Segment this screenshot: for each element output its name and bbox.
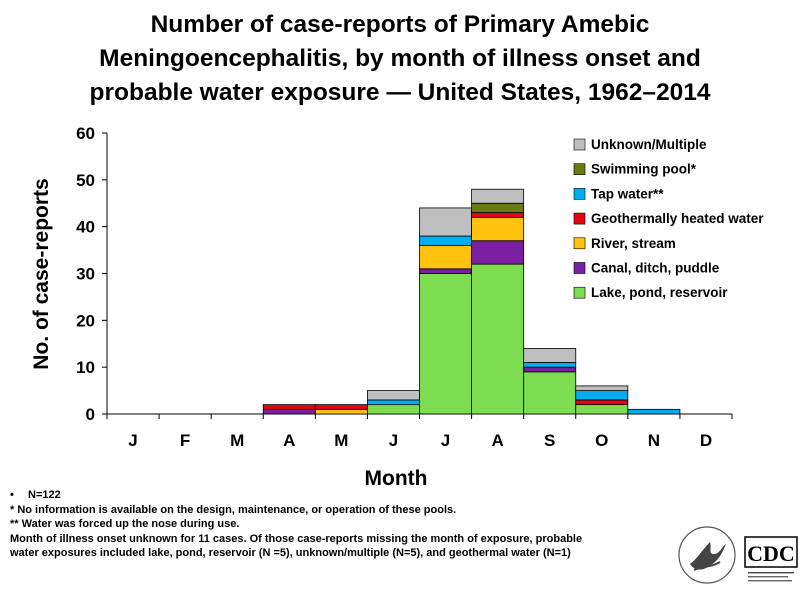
legend-label: Geothermally heated water: [591, 211, 764, 226]
title-line-1: Number of case-reports of Primary Amebic: [150, 11, 650, 38]
bar-segment: [471, 188, 525, 204]
legend-swatch: [573, 237, 586, 250]
x-tick-label: A: [283, 431, 295, 450]
bar-segment: [523, 366, 577, 373]
bar-segment: [314, 408, 368, 415]
x-tick-label: J: [441, 431, 450, 450]
legend-swatch: [573, 188, 586, 200]
y-tick-label: 40: [76, 218, 95, 237]
bar-segment: [471, 212, 525, 218]
x-tick-label: A: [491, 431, 503, 450]
onset-note-line-1: Month of illness onset unknown for 11 ca…: [10, 532, 583, 545]
bar-segment: [575, 404, 629, 415]
legend-label: Tap water**: [591, 186, 664, 201]
bar-segment: [575, 385, 629, 391]
legend-label: Unknown/Multiple: [591, 137, 707, 152]
bar-segment: [262, 404, 316, 410]
total-n-note: N=122: [28, 489, 61, 501]
bars-group: [262, 188, 681, 415]
legend-swatch: [573, 262, 586, 274]
svg-text:CDC: CDC: [747, 541, 795, 566]
y-tick-label: 10: [76, 358, 95, 377]
bar-segment: [523, 348, 577, 363]
onset-note-line-2: water exposures included lake, pond, res…: [10, 547, 571, 560]
x-tick-label: M: [334, 431, 348, 450]
x-tick-label: N: [648, 431, 660, 450]
axes: 0 10 20 30 40 50 60 J F M A M J J A S O N D: [76, 124, 733, 450]
x-tick-label: D: [700, 431, 712, 450]
y-tick-label: 50: [76, 171, 95, 190]
y-tick-label: 60: [76, 124, 95, 143]
bar-segment: [471, 216, 525, 242]
x-tick-label: M: [230, 431, 244, 450]
tap-footnote: ** Water was forced up the nose during u…: [10, 518, 240, 531]
bar-segment: [575, 390, 629, 401]
legend-label: Canal, ditch, puddle: [591, 261, 720, 276]
bar-segment: [575, 399, 629, 406]
bar-segment: [367, 404, 420, 415]
bar-segment: [419, 268, 472, 274]
bar-segment: [419, 244, 472, 270]
cdc-logo: CDC: [744, 536, 798, 582]
bar-segment: [419, 235, 472, 246]
bar-segment: [262, 408, 316, 415]
bar-segment: [627, 408, 681, 415]
bar-segment: [471, 263, 525, 415]
legend-swatch: [573, 212, 586, 225]
y-tick-label: 20: [76, 311, 95, 330]
legend-label: Lake, pond, reservoir: [591, 285, 728, 300]
y-tick-label: 0: [86, 405, 95, 424]
footnotes: • N=122 * No information is available on …: [10, 488, 670, 561]
bar-segment: [523, 362, 577, 368]
y-tick-label: 30: [76, 265, 95, 284]
x-tick-label: O: [595, 431, 608, 450]
legend-swatch: [573, 286, 586, 299]
legend-swatch: [573, 138, 586, 151]
bar-segment: [367, 399, 420, 406]
legend-label: River, stream: [591, 236, 676, 251]
pool-footnote: * No information is available on the des…: [10, 503, 457, 516]
x-tick-label: J: [389, 431, 398, 450]
x-tick-label: F: [180, 431, 190, 450]
legend: Unknown/Multiple Swimming pool* Tap water*…: [573, 137, 764, 300]
x-tick-label: S: [544, 431, 555, 450]
bar-segment: [367, 390, 420, 401]
bar-segment: [314, 404, 368, 410]
bar-segment: [419, 207, 472, 237]
legend-swatch: [573, 163, 586, 175]
hhs-seal-logo: [678, 526, 736, 584]
bar-segment: [471, 240, 525, 265]
x-axis-label: Month: [365, 467, 428, 490]
title-line-2: Meningoencephalitis, by month of illness…: [99, 45, 701, 72]
bar-segment: [419, 273, 472, 415]
y-axis-label: No. of case-reports: [30, 178, 53, 369]
x-tick-label: J: [128, 431, 137, 450]
bar-segment: [471, 202, 525, 214]
title-line-3: probable water exposure — United States,…: [89, 79, 711, 106]
bar-segment: [523, 371, 577, 415]
legend-label: Swimming pool*: [591, 162, 697, 177]
chart-title: Number of case-reports of Primary Amebic…: [0, 8, 800, 110]
